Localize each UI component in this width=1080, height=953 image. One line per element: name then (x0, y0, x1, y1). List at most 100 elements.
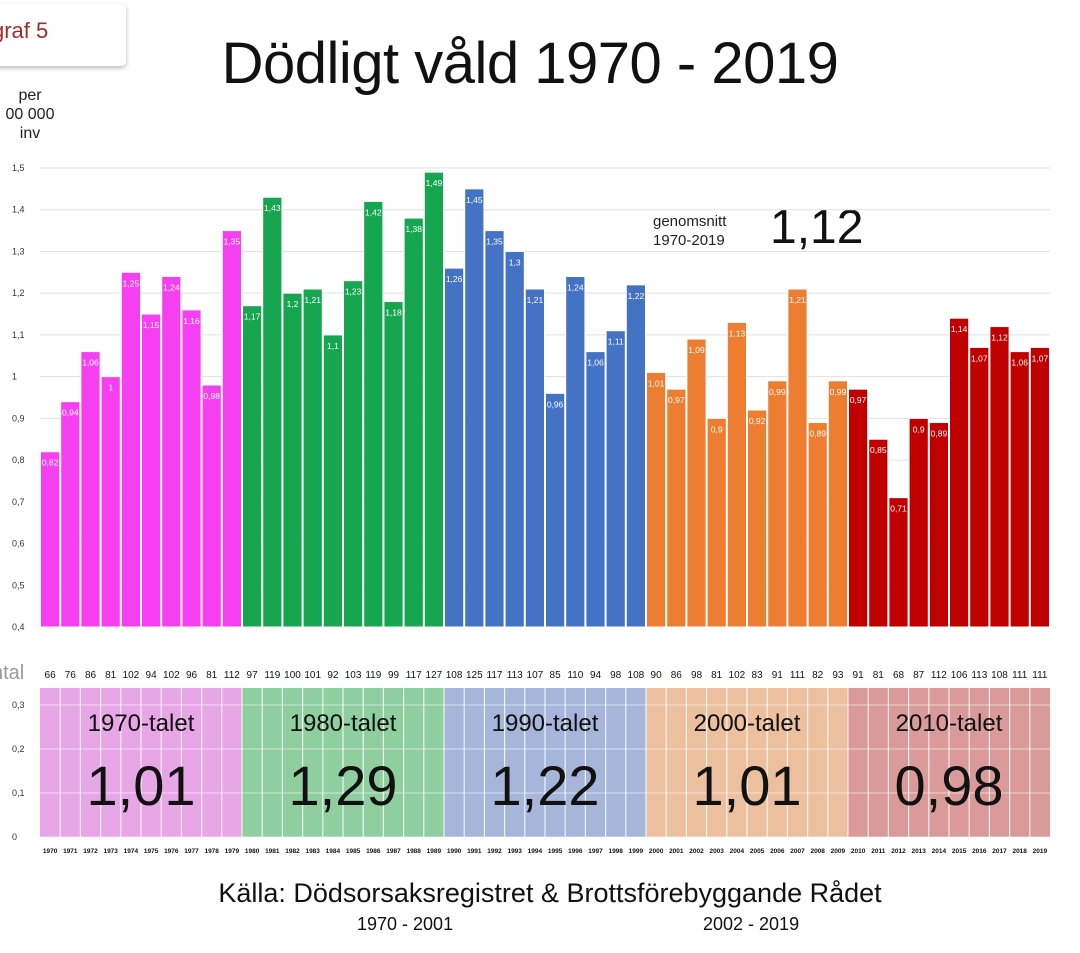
count-label: 68 (893, 670, 905, 681)
x-tick-label: 2018 (1012, 848, 1027, 855)
bar-value-label: 1,3 (509, 257, 521, 267)
count-label: 91 (772, 670, 784, 681)
count-label: 112 (224, 670, 240, 681)
bar (444, 267, 465, 628)
count-label: 111 (1012, 670, 1028, 681)
bar-value-label: 1,38 (405, 224, 422, 234)
count-label: 96 (186, 670, 198, 681)
bar (706, 417, 727, 628)
bar-value-label: 1,12 (991, 333, 1008, 343)
bar-value-label: 0,92 (749, 416, 766, 426)
y-tick-label: 1,1 (12, 330, 25, 340)
count-label: 110 (567, 670, 583, 681)
bar-value-label: 1,23 (345, 287, 362, 297)
x-tick-label: 1973 (103, 848, 118, 855)
bar (322, 334, 343, 628)
average-label-line2: 1970-2019 (653, 232, 725, 249)
bar (484, 230, 505, 628)
count-label: 111 (790, 670, 806, 681)
x-tick-label: 1984 (326, 848, 341, 855)
bar-value-label: 1,13 (729, 328, 746, 338)
count-label: 117 (406, 670, 422, 681)
bar (747, 409, 768, 628)
bar-value-label: 0,89 (931, 429, 948, 439)
x-tick-label: 2007 (790, 848, 805, 855)
x-tick-label: 1972 (83, 848, 98, 855)
x-tick-label: 1992 (487, 848, 502, 855)
count-label: 113 (507, 670, 523, 681)
bar-value-label: 1,06 (82, 358, 99, 368)
x-tick-label: 2005 (750, 848, 765, 855)
bar (504, 250, 525, 628)
bar-value-label: 1,24 (163, 282, 180, 292)
bar (989, 326, 1010, 628)
count-label: 76 (65, 670, 77, 681)
bar-value-label: 1,25 (123, 278, 140, 288)
decade-label: 1980-talet (290, 710, 397, 737)
bar (363, 200, 384, 628)
bar-value-label: 1,21 (789, 295, 806, 305)
bar (666, 388, 687, 628)
count-label: 85 (550, 670, 562, 681)
bar (201, 384, 222, 628)
bar (545, 392, 566, 628)
bar-value-label: 1,43 (264, 203, 281, 213)
bar (343, 280, 364, 628)
y-tick-label: 0,9 (12, 413, 25, 423)
bar-value-label: 1,2 (287, 299, 299, 309)
bar (1009, 351, 1030, 628)
bar (928, 422, 949, 628)
bar (807, 422, 828, 628)
bar-value-label: 1,11 (608, 337, 624, 347)
bar-value-label: 1,16 (183, 316, 200, 326)
decade-label: 2010-talet (896, 710, 1003, 737)
bar-value-label: 0,9 (913, 424, 925, 434)
y-tick-label: 1,4 (12, 205, 25, 215)
bar-value-label: 1,24 (567, 282, 584, 292)
bar-value-label: 0,82 (42, 458, 59, 468)
bar-value-label: 1,35 (224, 237, 241, 247)
bar-value-label: 1,49 (426, 178, 443, 188)
bar-value-label: 1,22 (628, 291, 645, 301)
decade-average: 1,22 (491, 754, 600, 817)
bar (221, 230, 243, 628)
bar-value-label: 0,99 (830, 387, 847, 397)
y-tick-label: 0,5 (12, 580, 25, 590)
y-unit-line1: per (18, 87, 42, 104)
bar-value-label: 1,21 (527, 295, 544, 305)
bar (100, 376, 121, 628)
x-tick-label: 1979 (225, 848, 240, 855)
average-label-line1: genomsnitt (653, 213, 727, 230)
bar (848, 388, 869, 628)
decade-label: 1970-talet (88, 710, 195, 737)
x-tick-label: 1986 (366, 848, 381, 855)
bar-value-label: 0,98 (203, 391, 220, 401)
bar (282, 292, 303, 628)
x-tick-label: 1991 (467, 848, 482, 855)
bar-value-label: 1,1 (327, 341, 339, 351)
chart-tag: graf 5 (0, 4, 126, 66)
bar (120, 271, 142, 628)
x-tick-label: 2016 (972, 848, 987, 855)
count-label: 112 (931, 670, 947, 681)
bar-value-label: 1,07 (1032, 353, 1049, 363)
x-tick-label: 2002 (689, 848, 704, 855)
x-tick-label: 1971 (63, 848, 78, 855)
count-label: 102 (729, 670, 746, 681)
decade-average: 1,01 (693, 754, 802, 817)
x-tick-label: 1974 (124, 848, 139, 855)
bar (787, 288, 808, 628)
y-tick-label: 1,5 (12, 163, 25, 173)
count-label: 106 (951, 670, 968, 681)
decade-label: 1990-talet (492, 710, 599, 737)
x-tick-label: 1970 (43, 848, 58, 855)
bar-value-label: 1,15 (143, 320, 160, 330)
x-tick-label: 2014 (932, 848, 947, 855)
count-label: 127 (426, 670, 443, 681)
source-text: Källa: Dödsorsaksregistret & Brottsföreb… (218, 878, 882, 908)
count-label: 94 (590, 670, 602, 681)
decade-average: 1,29 (289, 754, 398, 817)
bar-value-label: 0,94 (62, 408, 79, 418)
bar (302, 288, 323, 628)
x-tick-label: 1978 (204, 848, 219, 855)
